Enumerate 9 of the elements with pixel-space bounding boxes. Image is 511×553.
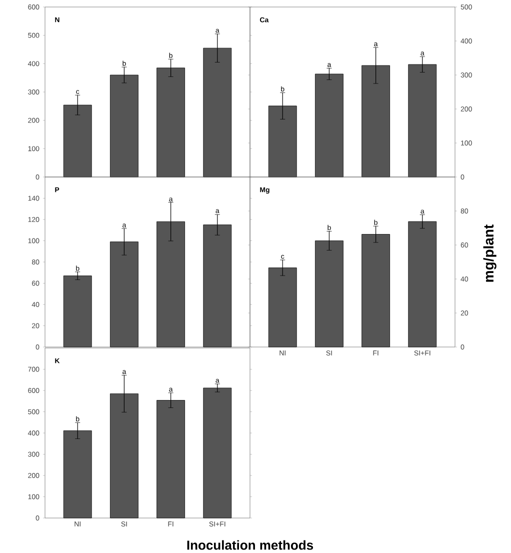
bar (63, 276, 92, 348)
y-axis-title: mg/plant (483, 224, 496, 282)
bar (63, 430, 92, 518)
bar (203, 48, 232, 178)
bar (156, 221, 185, 348)
bar (315, 240, 344, 348)
bar (203, 388, 232, 518)
bar (110, 393, 138, 518)
x-axis-title: Inoculation methods (187, 540, 314, 550)
